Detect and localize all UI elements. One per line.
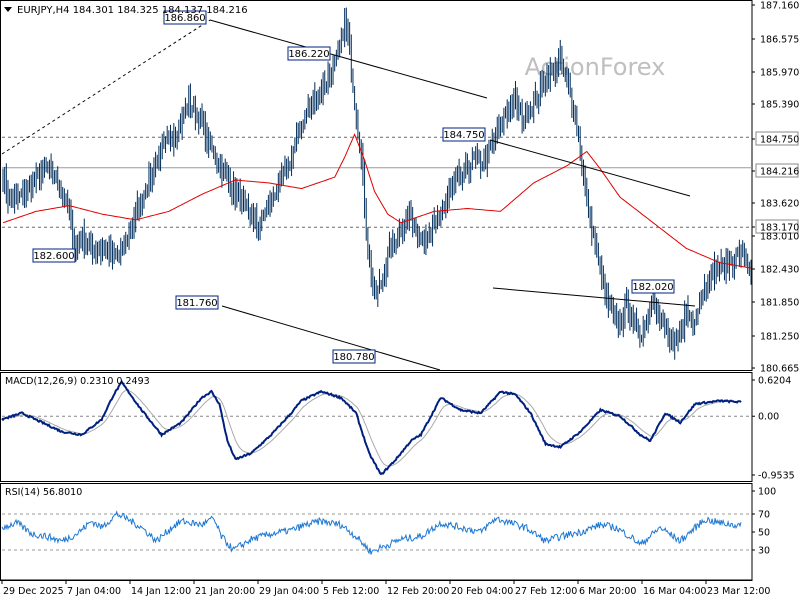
y-tick-label: 185.970 <box>760 68 799 79</box>
macd-y-tick-label: -0.9535 <box>758 471 795 482</box>
x-tick-label: 12 Feb 20:00 <box>387 586 449 597</box>
price-annotation-box <box>631 279 675 294</box>
price-axis-value-box <box>755 131 799 146</box>
dotted-trendline <box>1 19 211 155</box>
price-annotation-box <box>442 127 486 142</box>
wedge-lower-line <box>492 287 696 307</box>
price-axis-value-box <box>755 219 799 234</box>
symbol-header: EURJPY,H4 184.301 184.325 184.137 184.21… <box>17 5 248 16</box>
x-tick-label: 29 Jan 04:00 <box>259 586 319 597</box>
rsi-y-tick-label: 30 <box>758 546 770 557</box>
y-tick-label: 185.390 <box>760 100 799 111</box>
price-annotation-box <box>32 248 76 263</box>
watermark: ActionForex <box>525 53 666 81</box>
x-tick-label: 29 Dec 2025 <box>3 586 64 597</box>
macd-y-tick-label: 0.6204 <box>758 376 791 387</box>
macd-y-tick-label: 0.00 <box>758 412 779 423</box>
price-annotation: 182.600 <box>33 251 74 262</box>
y-tick-label: 183.170 <box>760 223 799 234</box>
y-tick-label: 181.250 <box>760 332 799 343</box>
x-tick-label: 23 Mar 12:00 <box>707 586 770 597</box>
x-tick-label: 7 Jan 04:00 <box>67 586 121 597</box>
y-tick-label: 187.160 <box>760 1 799 12</box>
y-tick-label: 186.575 <box>760 35 799 46</box>
macd-frame <box>0 372 753 482</box>
price-annotation-box <box>175 295 219 310</box>
annotation-labels: 186.860 186.220 184.750 182.600 181.760 180.7… <box>32 10 675 364</box>
x-tick-label: 5 Feb 12:00 <box>323 586 379 597</box>
rsi-line <box>1 510 742 555</box>
upper-channel-line <box>209 19 488 99</box>
rsi-panel: RSI(14) 56.8010 100 70 50 30 <box>0 483 776 581</box>
wedge-upper-line <box>489 139 691 197</box>
x-tick-label: 20 Feb 04:00 <box>451 586 513 597</box>
macd-line <box>1 379 742 476</box>
x-tick-label: 21 Jan 20:00 <box>195 586 255 597</box>
price-annotation: 186.860 <box>164 13 205 24</box>
x-tick-label: 6 Mar 20:00 <box>579 586 636 597</box>
trendlines <box>1 19 696 371</box>
lower-channel-line <box>221 305 441 371</box>
x-tick-label: 16 Mar 04:00 <box>643 586 706 597</box>
price-annotation: 184.750 <box>443 130 484 141</box>
y-tick-label: 183.620 <box>760 199 799 210</box>
price-annotation-box <box>163 10 207 25</box>
price-annotation-box <box>332 349 376 364</box>
y-tick-label: 181.850 <box>760 298 799 309</box>
moving-average-line <box>2 133 752 269</box>
x-tick-label: 27 Feb 12:00 <box>515 586 577 597</box>
macd-panel: MACD(12,26,9) 0.2310 0.2493 0.6204 0.00 -0.… <box>0 372 795 482</box>
y-tick-label: 183.010 <box>760 232 799 243</box>
price-frame <box>0 0 753 371</box>
ma-path <box>2 133 752 269</box>
y-tick-label: 180.665 <box>760 364 799 375</box>
price-axis-value-box <box>755 163 799 178</box>
price-annotation: 182.020 <box>632 282 673 293</box>
price-bars <box>2 7 752 360</box>
rsi-y-tick-label: 100 <box>758 487 776 498</box>
x-tick-label: 14 Jan 12:00 <box>131 586 191 597</box>
macd-signal-line <box>1 389 742 467</box>
y-tick-label: 184.216 <box>760 167 799 178</box>
price-annotation-box <box>287 46 331 61</box>
price-annotation: 180.780 <box>333 352 374 363</box>
rsi-frame <box>0 483 753 581</box>
rsi-y-tick-label: 70 <box>758 510 770 521</box>
y-tick-label: 184.750 <box>760 135 799 146</box>
y-tick-label: 182.430 <box>760 265 799 276</box>
macd-title: MACD(12,26,9) 0.2310 0.2493 <box>5 376 150 387</box>
symbol-dropdown-icon[interactable] <box>4 7 12 12</box>
rsi-y-tick-label: 50 <box>758 528 770 539</box>
price-annotation: 186.220 <box>288 49 329 60</box>
price-grid <box>0 0 753 371</box>
rsi-title: RSI(14) 56.8010 <box>5 487 82 498</box>
price-annotation: 181.760 <box>176 298 217 309</box>
